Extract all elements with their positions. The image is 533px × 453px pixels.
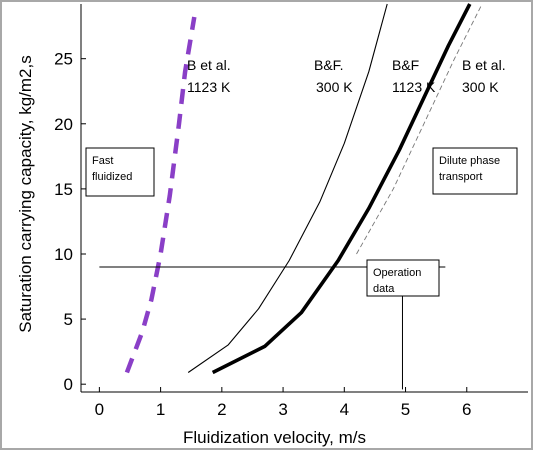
- x-tick-label: 2: [217, 400, 226, 419]
- y-axis-label: Saturation carrying capacity, kg/m2,s: [16, 55, 35, 332]
- chart-canvas: 0 1 2 3 4 5 6 0 5 10 15 20 25 Fluidization velocity,…: [16, 3, 528, 447]
- y-tick-label: 0: [64, 375, 73, 394]
- series-label-3: 1123 K: [392, 79, 436, 95]
- series-line-3: [211, 3, 472, 375]
- operation-data-text: Operation: [373, 267, 421, 279]
- series-label-4: 300 K: [462, 79, 499, 95]
- series-line-1: [124, 16, 197, 374]
- fast-fluidized-text: Fast: [92, 155, 113, 167]
- series-line-4: [356, 3, 483, 255]
- y-tick-label: 5: [64, 310, 73, 329]
- operation-data-text: data: [373, 283, 395, 295]
- operation-data-box: [366, 259, 440, 297]
- series-line-2: [187, 3, 388, 373]
- x-tick-label: 5: [401, 400, 410, 419]
- x-tick-label: 3: [278, 400, 287, 419]
- series-label-2: 300 K: [316, 79, 353, 95]
- x-tick-label: 6: [462, 400, 471, 419]
- series-label-3: B&F: [392, 57, 419, 73]
- series-label-1: 1123 K: [187, 79, 231, 95]
- fast-fluidized-text: fluidized: [92, 171, 132, 183]
- x-tick-label: 0: [95, 400, 104, 419]
- series-label-1: B et al.: [187, 57, 231, 73]
- dilute-phase-transport-text: Dilute phase: [439, 155, 500, 167]
- y-tick-label: 10: [54, 245, 73, 264]
- series-label-2: B&F.: [314, 57, 344, 73]
- y-tick-label: 20: [54, 115, 73, 134]
- y-tick-label: 25: [54, 50, 73, 69]
- x-tick-label: 1: [156, 400, 165, 419]
- dilute-phase-transport-text: transport: [439, 171, 482, 183]
- y-tick-label: 15: [54, 180, 73, 199]
- series-label-4: B et al.: [462, 57, 506, 73]
- x-tick-label: 4: [340, 400, 349, 419]
- dilute-phase-transport-box: [432, 147, 518, 195]
- fast-fluidized-box: [85, 147, 155, 197]
- x-axis-label: Fluidization velocity, m/s: [183, 428, 366, 447]
